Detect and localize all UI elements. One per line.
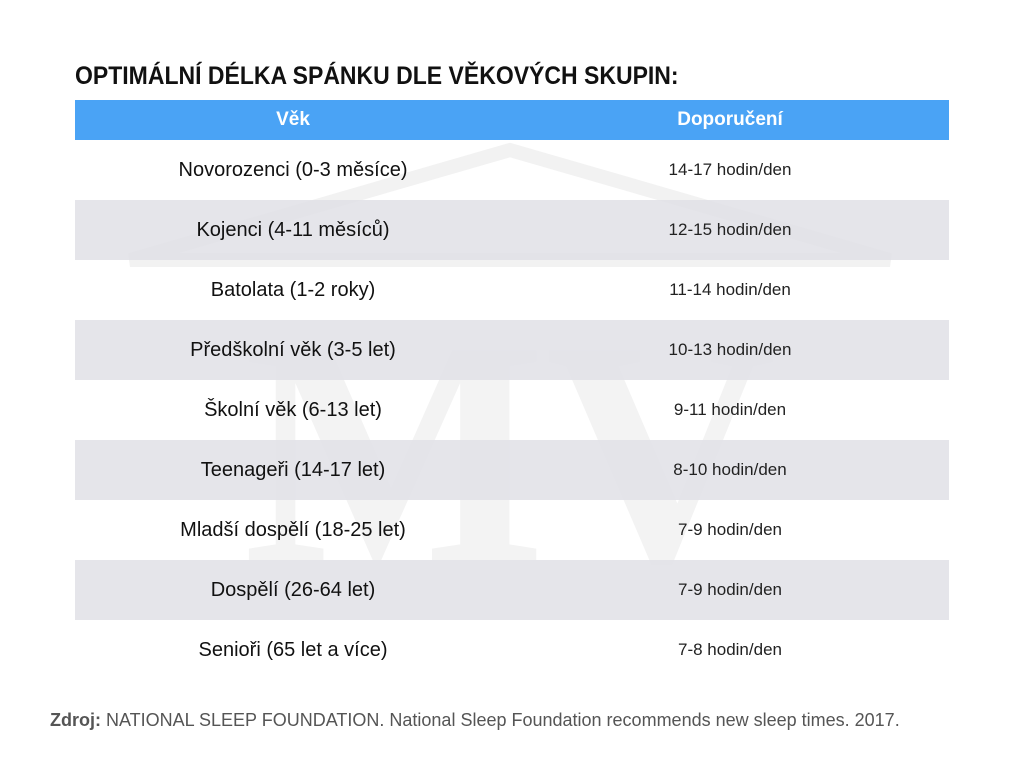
table-cell: 10-13 hodin/den — [668, 340, 792, 359]
table-cell: Senioři (65 let a více) — [198, 638, 388, 661]
table-row: Kojenci (4-11 měsíců) 12-15 hodin/den — [75, 200, 949, 260]
table-row: Školní věk (6-13 let) 9-11 hodin/den — [75, 380, 949, 440]
title: OPTIMÁLNÍ DÉLKA SPÁNKU DLE VĚKOVÝCH SKUP… — [75, 62, 679, 90]
source-text: NATIONAL SLEEP FOUNDATION. National Slee… — [106, 710, 900, 730]
table-cell: 7-9 hodin/den — [678, 580, 782, 599]
column-header: Doporučení — [677, 109, 783, 130]
table-row: Batolata (1-2 roky) 11-14 hodin/den — [75, 260, 949, 320]
column-header: Věk — [276, 109, 310, 130]
table-cell: 12-15 hodin/den — [668, 220, 792, 239]
table-row: Teenageři (14-17 let) 8-10 hodin/den — [75, 440, 949, 500]
table-row: Předškolní věk (3-5 let) 10-13 hodin/den — [75, 320, 949, 380]
table-cell: 9-11 hodin/den — [673, 400, 787, 419]
table-cell: 7-9 hodin/den — [678, 520, 782, 539]
table-header: Věk Doporučení — [75, 100, 949, 140]
table-cell: Dospělí (26-64 let) — [210, 578, 376, 601]
table-cell: 8-10 hodin/den — [673, 460, 787, 479]
table-cell: 11-14 hodin/den — [669, 280, 791, 299]
table-cell: Mladší dospělí (18-25 let) — [180, 518, 406, 541]
table-cell: Školní věk (6-13 let) — [204, 398, 382, 421]
table-row: Dospělí (26-64 let) 7-9 hodin/den — [75, 560, 949, 620]
table-cell: Novorozenci (0-3 měsíce) — [178, 158, 408, 181]
source-label: Zdroj: — [50, 710, 101, 730]
table-row: Mladší dospělí (18-25 let) 7-9 hodin/den — [75, 500, 949, 560]
table-cell: Kojenci (4-11 měsíců) — [196, 218, 390, 241]
table-cell: 7-8 hodin/den — [678, 640, 782, 659]
table-cell: 14-17 hodin/den — [668, 160, 792, 179]
table-cell: Teenageři (14-17 let) — [200, 458, 386, 481]
table-cell: Batolata (1-2 roky) — [210, 278, 376, 301]
table: Věk Doporučení Novorozenci (0-3 měsíce) 1… — [75, 100, 949, 680]
table-row: Senioři (65 let a více) 7-8 hodin/den — [75, 620, 949, 680]
table-cell: Předškolní věk (3-5 let) — [190, 338, 396, 361]
table-row: Novorozenci (0-3 měsíce) 14-17 hodin/den — [75, 140, 949, 200]
source: Zdroj: NATIONAL SLEEP FOUNDATION. Nation… — [50, 710, 900, 731]
